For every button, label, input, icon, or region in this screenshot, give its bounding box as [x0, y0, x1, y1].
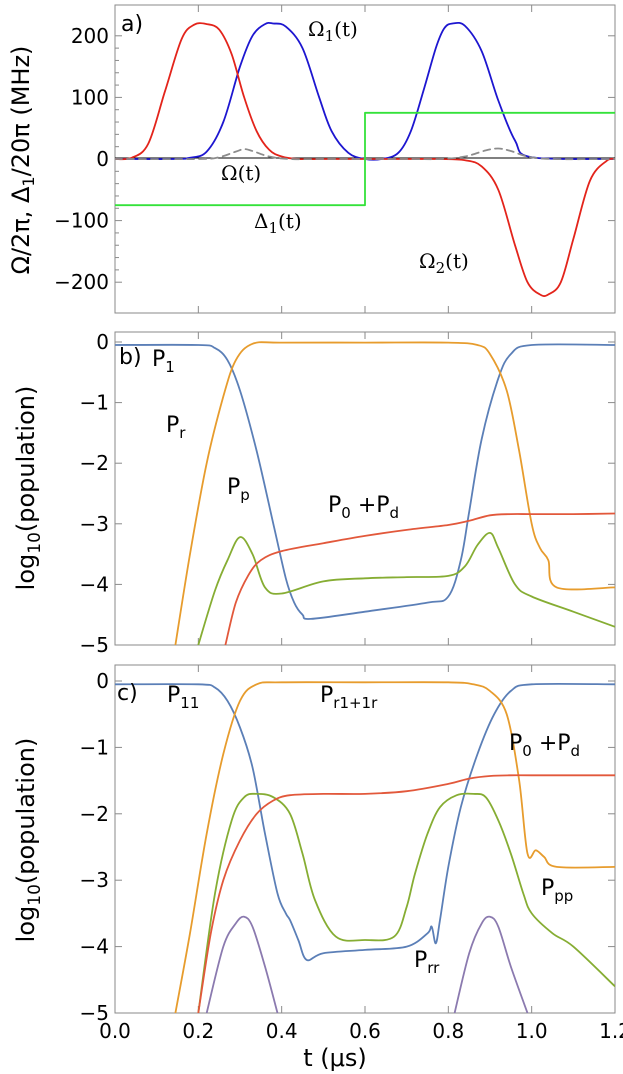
- y-tick-label: 0: [96, 330, 109, 354]
- annotation-prr: Prr: [414, 948, 440, 977]
- panel-a-label: a): [121, 12, 143, 37]
- series-p-r-line: [174, 341, 615, 645]
- panel-b-curves: [115, 341, 615, 645]
- y-tick-label: −1: [80, 735, 109, 759]
- series-p-rr-2nd-line: [453, 915, 529, 1013]
- x-axis-label: t (μs): [303, 1044, 367, 1072]
- y-tick-label: −4: [80, 935, 109, 959]
- panel-b-frame: [114, 331, 616, 646]
- panel-a-y-label: Ω/2π, Δ1/20π (MHz): [7, 46, 38, 275]
- panel-b-y-ticks: 0 −1 −2 −3 −4 −5: [80, 330, 616, 657]
- series-p-line: [115, 682, 615, 962]
- panel-c-curves: [115, 681, 615, 1013]
- series-p-r1-1r-line: [174, 681, 615, 1013]
- x-tick-label: 0.2: [182, 1019, 214, 1043]
- y-tick-label: −4: [80, 572, 109, 596]
- y-tick-label: −100: [54, 209, 109, 233]
- y-tick-label: −3: [80, 868, 109, 892]
- panel-b-y-label: log10(population): [12, 386, 45, 591]
- panel-c: 0 −1 −2 −3 −4 −5 0.0 0.2 0.4 0.6 0.8 1.0 1.2 c) log…: [12, 664, 623, 1072]
- annotation-pr1-1r: Pr1+1r: [320, 683, 378, 712]
- x-tick-label: 0.4: [266, 1019, 298, 1043]
- series-p-rr-line: [205, 915, 279, 1013]
- annotation-omega: Ω(t): [221, 161, 261, 185]
- series-p-line: [115, 343, 615, 620]
- annotation-p11: P11: [167, 683, 199, 712]
- panel-a-curves: [115, 21, 615, 297]
- x-tick-label: 1.2: [599, 1019, 623, 1043]
- annotation-pr: Pr: [166, 413, 186, 442]
- annotation-omega2: Ω2(t): [419, 249, 469, 277]
- panel-c-y-label: log10(population): [12, 738, 45, 943]
- series-p-p-d-line: [197, 774, 615, 1013]
- annotation-omega1: Ω1(t): [308, 17, 358, 45]
- panel-b-label: b): [119, 345, 142, 370]
- annotation-p0pd-c: P0 +Pd: [509, 731, 580, 760]
- annotation-p0pd-b: P0 +Pd: [328, 493, 399, 522]
- y-tick-label: 0: [96, 147, 109, 171]
- x-tick-label: 0.8: [432, 1019, 464, 1043]
- annotation-p1: P1: [152, 347, 175, 376]
- series-t-line: [115, 111, 615, 207]
- panel-a-y-ticks: 200 100 0 −100 −200: [54, 5, 616, 313]
- panel-c-frame: [114, 664, 616, 1014]
- y-tick-label: 100: [71, 85, 109, 109]
- y-tick-label: −1: [80, 391, 109, 415]
- x-tick-label: 0.6: [349, 1019, 381, 1043]
- panel-b: 0 −1 −2 −3 −4 −5 b) log10(population) P1 Pr P…: [12, 330, 616, 657]
- annotation-pp: Pp: [227, 475, 250, 504]
- y-tick-label: 200: [71, 24, 109, 48]
- y-tick-label: −5: [80, 1001, 109, 1025]
- series-p-p-line: [197, 532, 615, 645]
- series-p-pp-line: [197, 792, 615, 1013]
- y-tick-label: −3: [80, 512, 109, 536]
- annotation-delta1: Δ1(t): [254, 209, 302, 237]
- panel-c-x-ticks: 0.0 0.2 0.4 0.6 0.8 1.0 1.2: [99, 1019, 623, 1043]
- x-tick-label: 0.0: [99, 1019, 131, 1043]
- x-tick-label: 1.0: [516, 1019, 548, 1043]
- series-p-p-d-line: [224, 512, 615, 645]
- y-tick-label: −2: [80, 802, 109, 826]
- y-tick-label: −5: [80, 633, 109, 657]
- y-tick-label: 0: [96, 669, 109, 693]
- panel-c-label: c): [117, 681, 138, 706]
- y-tick-label: −200: [54, 270, 109, 294]
- series-t-line: [115, 21, 615, 161]
- panel-a: 200 100 0 −100 −200 a) Ω/2π, Δ1/20π (MHz) Ω1…: [7, 4, 616, 314]
- panel-c-y-ticks: 0 −1 −2 −3 −4 −5: [80, 665, 616, 1025]
- y-tick-label: −2: [80, 451, 109, 475]
- annotation-ppp: Ppp: [541, 876, 573, 905]
